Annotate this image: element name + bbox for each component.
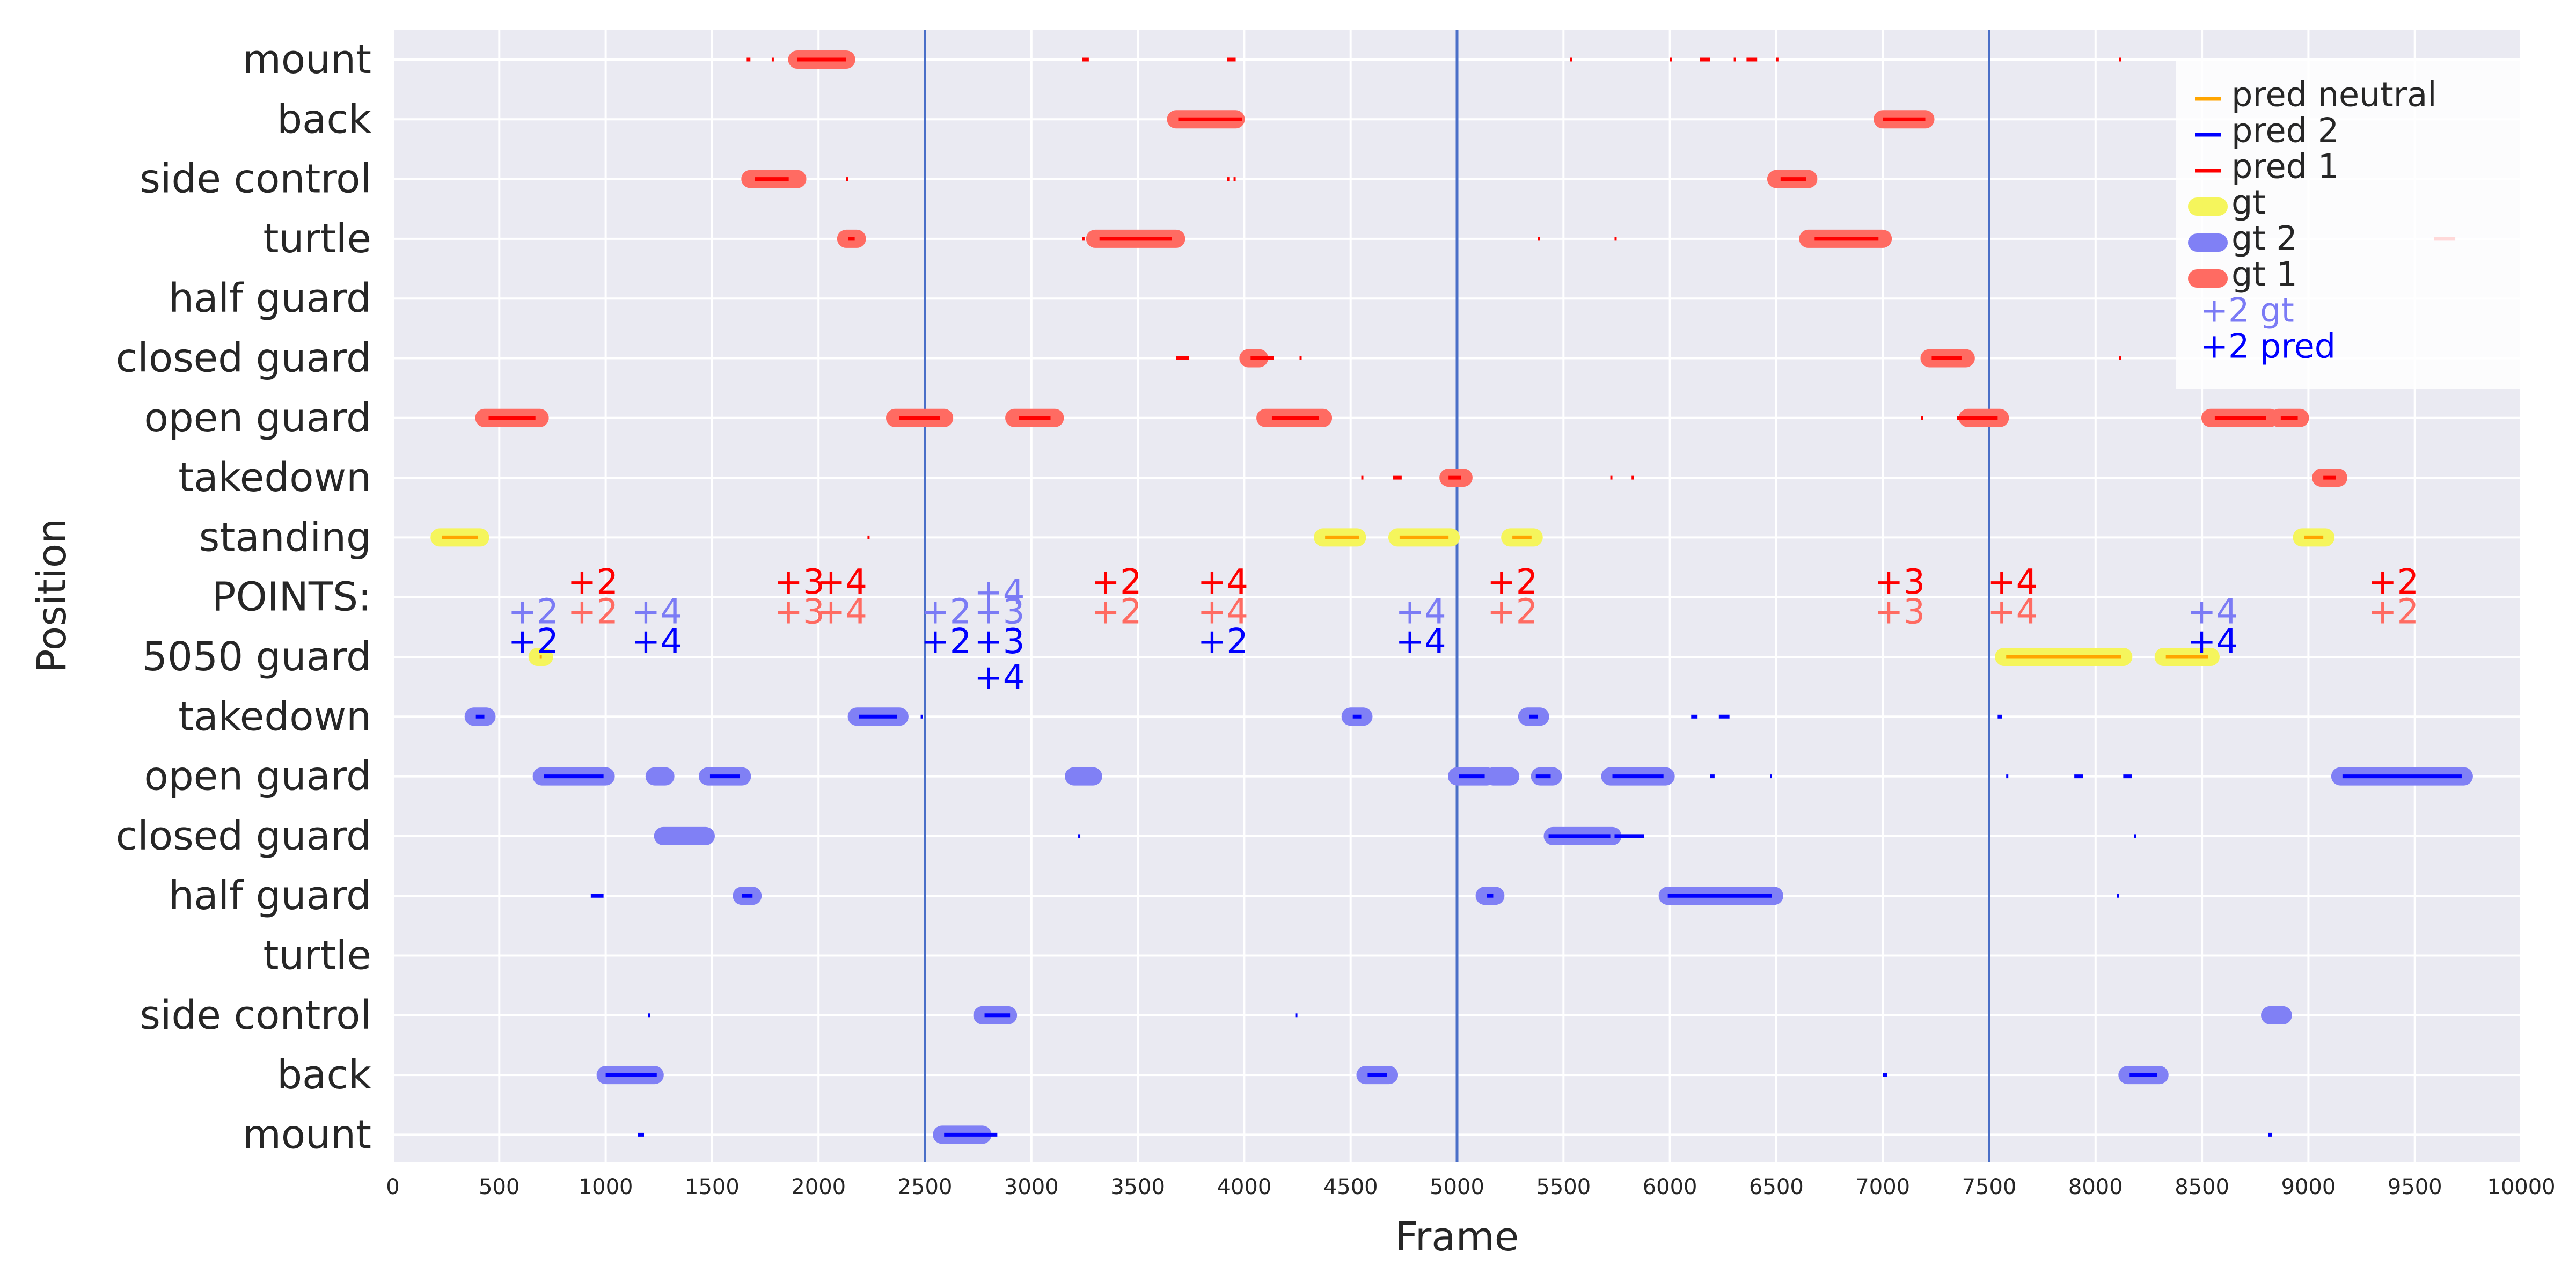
x-tick-label: 500 — [479, 1175, 519, 1199]
points-label: +2 — [921, 592, 971, 632]
points-label: +3 — [974, 622, 1024, 662]
points-label: +2 — [568, 562, 618, 602]
y-tick-label: closed guard — [116, 335, 371, 382]
points-label: +2 — [1091, 592, 1141, 632]
legend-label: gt — [2231, 183, 2266, 222]
x-tick-label: 1500 — [685, 1175, 740, 1199]
points-annotations: +2 +3+4 +2 +4 +2 +3 +4 +2+4+2 +2 +4 +3+4 +2 +3 +2 +4 +4… — [508, 562, 2419, 698]
y-tick-label: back — [277, 96, 371, 142]
points-label: +4 — [1198, 592, 1248, 632]
x-tick-label: 6500 — [1749, 1175, 1804, 1199]
series-pred-neutral — [442, 535, 2324, 659]
y-tick-label: takedown — [178, 693, 371, 740]
points-label: +4 — [1987, 592, 2038, 632]
x-tick-label: 2000 — [791, 1175, 846, 1199]
points-label: +3 — [774, 562, 824, 602]
points-label: +2 — [1487, 562, 1538, 602]
x-axis-label: Frame — [1395, 1214, 1519, 1260]
points-label: +4 — [1987, 562, 2038, 602]
x-tick-label: 8500 — [2175, 1175, 2229, 1199]
points-label: +2 — [1487, 592, 1538, 632]
y-tick-label: 5050 guard — [142, 634, 371, 680]
y-tick-label: side control — [140, 156, 371, 202]
x-tick-label: 7000 — [1855, 1175, 1910, 1199]
points-label: +2 — [1198, 622, 1248, 662]
points-label: +4 — [1395, 592, 1446, 632]
legend-label: pred 1 — [2231, 147, 2339, 186]
points-label: +2 — [921, 622, 971, 662]
y-tick-label: closed guard — [116, 813, 371, 859]
series-pred-1 — [488, 57, 2456, 539]
points-label: +3 — [1875, 562, 1925, 602]
series-pred-2 — [475, 714, 2462, 1137]
y-tick-label: mount — [243, 1111, 371, 1158]
points-label: +3 — [1875, 592, 1925, 632]
points-label: +3 — [974, 592, 1024, 632]
points-label: +2 — [2368, 592, 2419, 632]
y-tick-label: takedown — [178, 455, 371, 501]
y-tick-label: back — [277, 1052, 371, 1098]
legend-label: gt 2 — [2231, 219, 2297, 258]
x-tick-label: 9500 — [2388, 1175, 2442, 1199]
segment-dividers — [924, 30, 1990, 1162]
x-tick-label: 5000 — [1430, 1175, 1484, 1199]
points-label: +4 — [974, 658, 1024, 698]
points-label: +2 — [2368, 562, 2419, 602]
points-label: +3 — [774, 592, 824, 632]
x-tick-label: 0 — [386, 1175, 399, 1199]
x-tick-label: 1000 — [579, 1175, 633, 1199]
x-tick-label: 6000 — [1643, 1175, 1697, 1199]
y-tick-label: open guard — [144, 395, 371, 441]
points-label: +4 — [632, 592, 682, 632]
x-tick-label: 9000 — [2281, 1175, 2336, 1199]
points-label: +4 — [2187, 592, 2238, 632]
x-tick-label: 4500 — [1323, 1175, 1378, 1199]
y-tick-label: turtle — [264, 216, 371, 262]
legend-label: +2 gt — [2200, 291, 2294, 330]
points-label: +4 — [817, 562, 867, 602]
legend-box — [2176, 59, 2520, 389]
points-label: +2 — [1091, 562, 1141, 602]
x-tick-label: 3500 — [1110, 1175, 1165, 1199]
points-label: +4 — [974, 573, 1024, 612]
x-tick-labels: 0 500 1000 1500 2000 2500 3000 3500 4000 4500 5000… — [386, 1175, 2555, 1199]
legend-label: gt 1 — [2231, 255, 2297, 294]
x-tick-label: 10000 — [2487, 1175, 2555, 1199]
x-tick-label: 8000 — [2068, 1175, 2123, 1199]
points-label: +2 — [568, 592, 618, 632]
points-label: +2 — [508, 592, 559, 632]
y-tick-label: turtle — [264, 933, 371, 979]
x-tick-label: 2500 — [898, 1175, 953, 1199]
legend-label: +2 pred — [2200, 327, 2336, 366]
points-label: +4 — [632, 622, 682, 662]
y-tick-label: half guard — [169, 275, 371, 321]
legend-label: pred 2 — [2231, 111, 2339, 150]
points-label: +2 — [508, 622, 559, 662]
y-tick-label: mount — [243, 36, 371, 83]
y-tick-labels: mount back side control turtle half guard clo… — [116, 36, 372, 1158]
points-label: +4 — [817, 592, 867, 632]
x-tick-label: 3000 — [1004, 1175, 1059, 1199]
points-label: +4 — [1395, 622, 1446, 662]
pred-lines — [442, 57, 2462, 1137]
points-label: +4 — [1198, 562, 1248, 602]
y-tick-label: half guard — [169, 873, 371, 919]
y-tick-label: standing — [199, 514, 371, 560]
y-tick-label: side control — [140, 992, 371, 1038]
x-tick-label: 5500 — [1536, 1175, 1591, 1199]
y-axis-label: Position — [29, 518, 75, 673]
y-tick-label: open guard — [144, 753, 371, 800]
x-tick-label: 7500 — [1962, 1175, 2017, 1199]
x-tick-label: 4000 — [1217, 1175, 1272, 1199]
legend-label: pred neutral — [2231, 75, 2436, 114]
y-tick-label: POINTS: — [212, 574, 371, 620]
points-label: +4 — [2187, 622, 2238, 662]
